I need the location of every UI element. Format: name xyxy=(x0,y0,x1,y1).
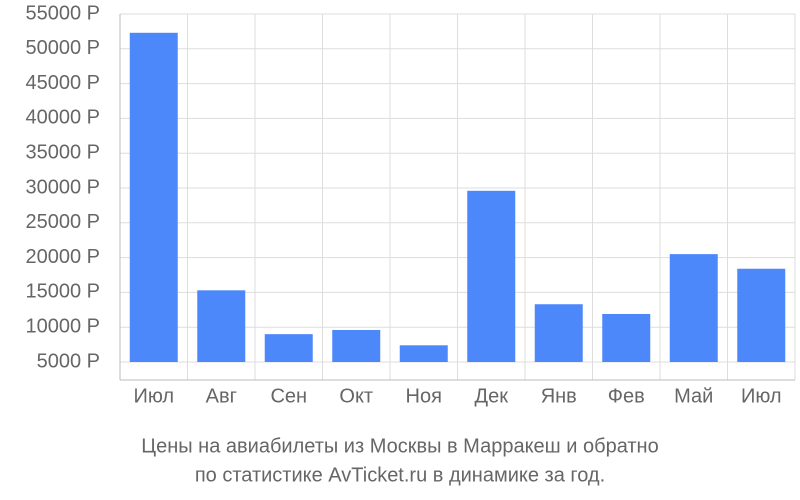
bar xyxy=(197,290,246,362)
y-tick-label: 10000 Р xyxy=(25,315,100,337)
y-tick-label: 25000 Р xyxy=(25,211,100,233)
y-tick-label: 55000 Р xyxy=(25,2,100,24)
x-tick-label: Авг xyxy=(206,385,237,407)
chart-subtitle: по статистике AvTicket.ru в динамике за … xyxy=(195,464,605,486)
x-tick-label: Июл xyxy=(133,385,174,407)
x-tick-label: Июл xyxy=(741,385,782,407)
bar xyxy=(467,190,516,362)
x-tick-label: Янв xyxy=(541,385,577,407)
bar xyxy=(737,268,786,362)
bar xyxy=(264,334,313,362)
x-tick-label: Дек xyxy=(475,385,509,407)
bar xyxy=(602,313,651,362)
y-tick-label: 30000 Р xyxy=(25,176,100,198)
y-tick-label: 20000 Р xyxy=(25,246,100,268)
y-tick-label: 45000 Р xyxy=(25,72,100,94)
bar xyxy=(129,32,178,363)
bar xyxy=(399,345,448,362)
x-tick-label: Сен xyxy=(270,385,307,407)
y-tick-label: 40000 Р xyxy=(25,107,100,129)
y-tick-label: 5000 Р xyxy=(37,350,100,372)
y-tick-label: 50000 Р xyxy=(25,37,100,59)
bar xyxy=(669,254,718,362)
x-tick-label: Фев xyxy=(608,385,645,407)
x-tick-label: Окт xyxy=(339,385,373,407)
bar xyxy=(534,304,583,362)
x-tick-label: Май xyxy=(674,385,713,407)
chart-title: Цены на авиабилеты из Москвы в Марракеш … xyxy=(141,435,658,457)
y-tick-label: 15000 Р xyxy=(25,281,100,303)
bar xyxy=(332,329,381,362)
y-tick-label: 35000 Р xyxy=(25,141,100,163)
x-tick-label: Ноя xyxy=(406,385,442,407)
